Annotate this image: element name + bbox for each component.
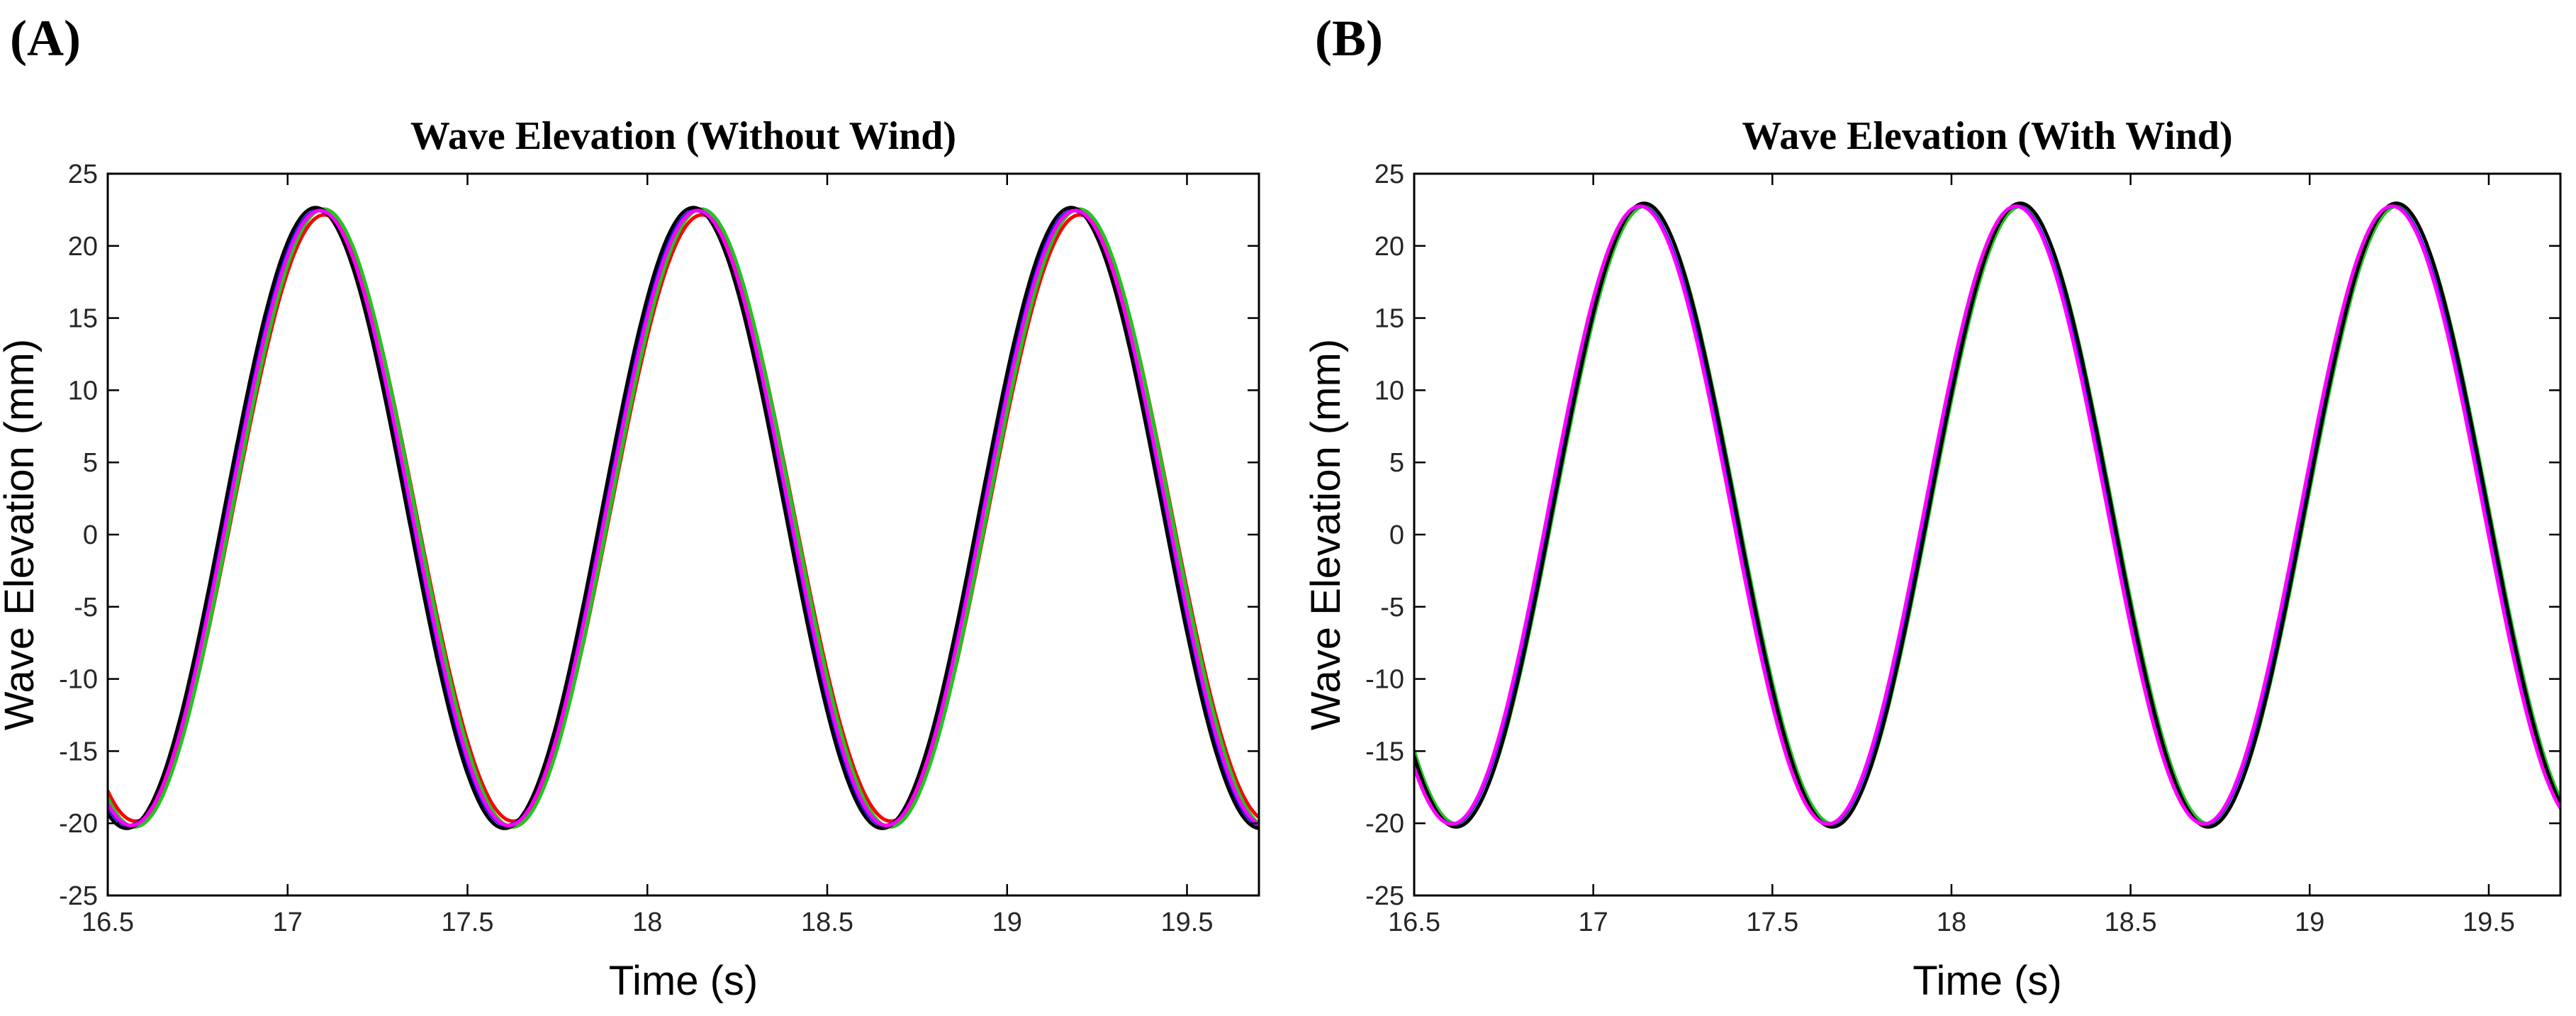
x-axis-label: Time (s) [609,958,758,1004]
series-line-green [1414,204,2560,826]
x-tick-label: 17.5 [1746,908,1798,937]
series-line-blue [108,208,1259,827]
y-tick-label: -15 [59,737,98,766]
panel-label: (B) [1315,10,1383,67]
series-line-red [108,213,1259,823]
y-tick-label: 10 [68,376,98,406]
y-tick-label: -25 [59,881,98,911]
y-tick-label: 10 [1374,376,1404,406]
y-tick-label: -25 [1365,881,1404,911]
y-tick-label: -15 [1365,737,1404,766]
y-tick-label: 0 [1389,520,1404,550]
y-axis-label: Wave Elevation (mm) [1303,339,1349,730]
series-line-blue [1414,204,2560,826]
y-tick-label: 15 [68,304,98,334]
y-axis-label: Wave Elevation (mm) [0,339,43,730]
x-tick-label: 17 [1579,908,1608,937]
x-tick-label: 19 [992,908,1022,937]
x-tick-label: 17.5 [442,908,494,937]
x-tick-label: 18.5 [2105,908,2157,937]
x-tick-label: 18 [632,908,662,937]
series-line-magenta [108,208,1259,827]
x-tick-label: 16.5 [1388,908,1440,937]
plot-area [1414,201,2560,829]
x-tick-label: 18 [1937,908,1966,937]
chart-title: Wave Elevation (With Wind) [1742,114,2232,158]
y-tick-label: -5 [1380,593,1404,623]
x-tick-label: 16.5 [82,908,134,937]
y-tick-label: 5 [83,448,98,478]
y-tick-label: -20 [59,809,98,839]
y-tick-label: 15 [1374,304,1404,334]
series-line-black [108,206,1259,830]
x-tick-label: 18.5 [801,908,853,937]
y-tick-label: 25 [68,160,98,189]
panel-label: (A) [10,10,81,67]
y-tick-label: 0 [83,520,98,550]
chart-panel-b: (B) Wave Elevation (With Wind) 16.5 17 17.5 1… [1303,10,2562,1004]
y-tick-label: -5 [74,593,98,623]
y-tick-label: -20 [1365,809,1404,839]
y-tick-label: 20 [1374,232,1404,262]
x-axis-label: Time (s) [1913,958,2061,1004]
plot-area [108,206,1259,830]
y-tick-label: 20 [68,232,98,262]
plot-frame [1413,172,2562,897]
y-tick-label: -10 [1365,665,1404,695]
x-tick-label: 19.5 [2463,908,2515,937]
x-tick-label: 19.5 [1161,908,1214,937]
x-tick-label: 17 [273,908,303,937]
chart-panel-a: (A) Wave Elevation (Without Wind) 16.5 17 17… [0,10,1260,1004]
series-line-magenta [1414,204,2560,826]
y-tick-label: -10 [59,665,98,695]
chart-title: Wave Elevation (Without Wind) [410,114,956,158]
x-tick-label: 19 [2295,908,2324,937]
series-line-black [1414,201,2560,829]
y-tick-label: 5 [1389,448,1404,478]
y-tick-label: 25 [1374,160,1404,189]
